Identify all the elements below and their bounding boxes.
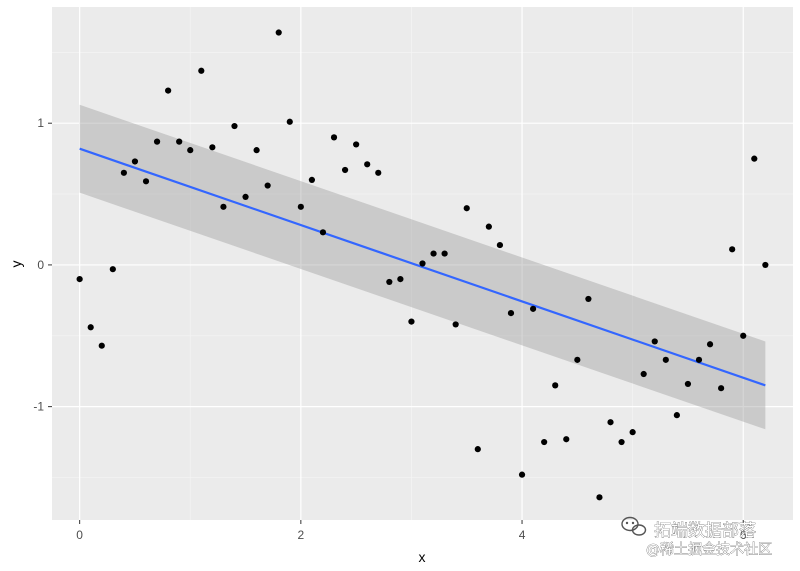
data-point [452,321,459,328]
data-point [286,118,293,125]
y-axis-ticks: -1 0 1 [33,116,52,414]
data-point [441,250,448,257]
data-point [98,342,105,349]
data-point [629,429,636,436]
data-point [651,338,658,345]
y-axis-title: y [8,261,24,268]
regression-line [79,147,766,387]
data-point [165,87,172,94]
data-point [662,356,669,363]
data-point [176,138,183,145]
x-tick-label: 6 [740,528,747,542]
data-point [187,147,194,154]
data-point [563,436,570,443]
wechat-logo-icon [621,516,647,536]
data-point [474,446,481,453]
data-point [353,141,360,148]
y-tick-label: 0 [37,258,44,272]
x-tick-label: 0 [76,528,83,542]
data-point [264,182,271,189]
data-point [231,122,238,130]
x-tick-label: 4 [519,528,526,542]
data-point [330,134,338,141]
data-point [762,261,769,269]
data-point [341,166,349,174]
data-point [386,278,393,286]
data-point [618,438,625,446]
x-axis-title: x [419,549,426,565]
data-point [485,223,492,230]
data-point [640,370,647,378]
data-point [574,356,581,363]
data-point [706,341,714,348]
data-point [518,471,526,478]
data-point [740,332,747,339]
data-point [364,161,371,168]
data-point [120,169,127,176]
data-point [209,144,216,151]
data-point [198,67,205,74]
x-tick-label: 2 [297,528,304,542]
watermark: 拓端数据部落 @稀土掘金技术社区 [621,516,772,558]
data-point [375,169,382,176]
data-point [408,318,415,325]
data-point [275,29,282,36]
data-point [253,147,260,154]
data-point [596,494,603,501]
data-point [153,138,161,145]
data-point [109,266,116,273]
data-point [496,241,504,249]
data-point [87,324,94,331]
data-point [541,438,548,446]
data-points [76,29,769,501]
data-point [419,260,426,267]
x-axis-ticks: 0 2 4 6 [76,520,747,542]
data-point [607,419,614,426]
data-point [529,305,537,312]
data-point [220,203,227,210]
data-point [507,309,515,317]
y-tick-label: -1 [33,400,44,414]
data-point [585,295,592,303]
data-point [397,275,404,283]
data-point [319,229,327,236]
data-point [718,385,725,392]
data-point [729,246,736,253]
y-tick-label: 1 [37,116,44,130]
data-point [463,205,470,212]
data-point [297,203,304,210]
data-point [673,412,680,419]
watermark-title: 拓端数据部落 [654,521,756,541]
data-point [552,382,559,389]
data-point [131,158,139,165]
watermark-subtitle: @稀土掘金技术社区 [646,542,772,558]
minor-gridlines [52,7,793,520]
data-point [751,155,758,162]
data-point [684,380,692,388]
data-point [308,176,316,183]
data-point [76,275,83,283]
major-gridlines [52,7,793,520]
data-point [242,193,249,200]
data-point [142,178,150,185]
data-point [430,250,437,257]
data-point [695,356,703,363]
